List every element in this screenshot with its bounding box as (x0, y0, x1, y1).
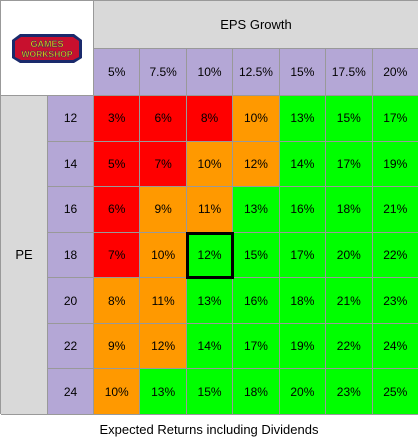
return-cell: 10% (94, 369, 141, 415)
return-cell: 7% (94, 232, 141, 279)
column-header-eps: 17.5% (326, 49, 373, 96)
return-cell: 24% (372, 323, 418, 370)
games-workshop-logo: GAMES WORKSHOP (12, 34, 82, 63)
return-cell: 6% (94, 187, 141, 233)
column-header-eps: 20% (372, 49, 418, 96)
return-cell: 14% (279, 141, 327, 188)
return-cell: 8% (94, 278, 141, 324)
eps-growth-header: EPS Growth (94, 1, 418, 49)
table-caption: Expected Returns including Dividends (99, 421, 319, 437)
return-cell: 13% (186, 278, 234, 324)
return-cell: 17% (279, 232, 327, 279)
return-cell: 5% (94, 141, 141, 188)
svg-text:GAMES: GAMES (30, 39, 63, 49)
return-cell: 22% (372, 232, 418, 279)
return-cell: 15% (233, 232, 280, 279)
return-cell: 20% (326, 232, 373, 279)
row-header-pe: 16 (48, 187, 94, 233)
return-cell: 9% (140, 187, 187, 233)
return-cell: 8% (186, 96, 234, 142)
return-cell: 6% (140, 96, 187, 142)
return-cell: 20% (279, 369, 327, 415)
return-cell: 13% (279, 96, 327, 142)
column-header-eps: 12.5% (233, 49, 280, 96)
return-cell: 16% (279, 187, 327, 233)
row-header-pe: 20 (48, 278, 94, 324)
row-header-pe: 24 (48, 369, 94, 415)
row-header-pe: 12 (48, 96, 94, 142)
row-header-pe: 14 (48, 141, 94, 188)
return-cell: 17% (233, 323, 280, 370)
return-cell: 15% (186, 369, 234, 415)
return-cell: 21% (326, 278, 373, 324)
return-cell: 22% (326, 323, 373, 370)
return-cell: 19% (279, 323, 327, 370)
return-cell: 13% (233, 187, 280, 233)
return-cell: 23% (372, 278, 418, 324)
return-cell: 15% (326, 96, 373, 142)
return-cell: 12% (140, 323, 187, 370)
column-header-eps: 15% (279, 49, 327, 96)
return-cell: 18% (326, 187, 373, 233)
return-cell: 7% (140, 141, 187, 188)
return-cell: 25% (372, 369, 418, 415)
return-cell: 9% (94, 323, 141, 370)
return-cell: 12% (233, 141, 280, 188)
pe-header: PE (1, 96, 48, 415)
return-cell: 11% (140, 278, 187, 324)
return-cell: 14% (186, 323, 234, 370)
return-cell: 13% (140, 369, 187, 415)
return-cell: 18% (233, 369, 280, 415)
logo-cell: GAMES WORKSHOP (1, 1, 94, 96)
svg-text:WORKSHOP: WORKSHOP (22, 49, 73, 59)
return-cell-selected: 12% (185, 231, 235, 280)
return-cell: 23% (326, 369, 373, 415)
column-header-eps: 10% (186, 49, 234, 96)
return-cell: 10% (186, 141, 234, 188)
column-header-eps: 7.5% (140, 49, 187, 96)
return-cell: 17% (326, 141, 373, 188)
returns-grid: GAMES WORKSHOP EPS Growth PE 5% 7.5% 10% 12… (0, 0, 418, 415)
return-cell: 16% (233, 278, 280, 324)
return-cell: 21% (372, 187, 418, 233)
return-cell: 10% (233, 96, 280, 142)
return-cell: 10% (140, 232, 187, 279)
return-cell: 3% (94, 96, 141, 142)
return-cell: 18% (279, 278, 327, 324)
row-header-pe: 18 (48, 232, 94, 279)
column-header-eps: 5% (94, 49, 141, 96)
row-header-pe: 22 (48, 323, 94, 370)
return-cell: 11% (186, 187, 234, 233)
return-cell: 17% (372, 96, 418, 142)
return-cell: 19% (372, 141, 418, 188)
